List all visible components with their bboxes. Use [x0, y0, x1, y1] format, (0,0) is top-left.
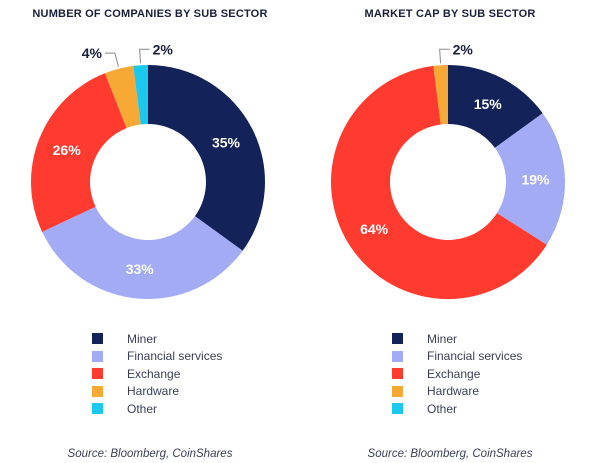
- legend-item-financial-services: Financial services: [92, 348, 222, 366]
- slice-label-hardware: 2%: [453, 41, 474, 57]
- slice-label-miner: 15%: [474, 96, 503, 112]
- legend-label: Other: [127, 401, 158, 416]
- chart-title: MARKET CAP BY SUB SECTOR: [364, 8, 536, 20]
- legend-item-hardware: Hardware: [92, 383, 222, 401]
- legend-label: Hardware: [127, 384, 180, 399]
- donut-chart-market-cap: 15% 19% 64% 2%: [331, 41, 565, 299]
- legend-label: Hardware: [427, 384, 480, 399]
- chart-legend: Miner Financial services Exchange Hardware O…: [92, 330, 222, 418]
- legend-item-miner: Miner: [92, 330, 222, 348]
- legend-item-hardware: Hardware: [392, 383, 522, 401]
- slice-label-other: 2%: [153, 41, 174, 57]
- donut-chart-companies: 35% 33% 26% 4% 2%: [30, 41, 265, 300]
- legend-swatch: [392, 403, 403, 415]
- legend-item-financial-services: Financial services: [392, 348, 522, 366]
- legend-swatch: [92, 385, 103, 397]
- leader-line: [104, 52, 119, 67]
- slice-label-financial-services: 33%: [126, 261, 155, 277]
- slice-label-financial-services: 19%: [521, 171, 550, 187]
- slice-label-hardware: 4%: [82, 45, 103, 61]
- legend-label: Financial services: [127, 349, 223, 364]
- slice-hardware: [433, 65, 448, 125]
- market-cap-chart-panel: MARKET CAP BY SUB SECTOR 15% 19% 64% 2% Min…: [300, 0, 600, 463]
- slice-other: [133, 65, 148, 125]
- slice-label-exchange: 26%: [53, 142, 82, 158]
- legend-item-other: Other: [92, 400, 222, 418]
- legend-item-miner: Miner: [392, 330, 522, 348]
- slice-miner: [448, 65, 543, 148]
- slice-financial-services: [494, 113, 565, 245]
- legend-swatch: [392, 350, 403, 362]
- legend-swatch: [392, 385, 403, 397]
- source-note: Source: Bloomberg, CoinShares: [367, 448, 533, 460]
- slice-label-miner: 35%: [212, 134, 241, 150]
- legend-label: Exchange: [427, 366, 481, 381]
- legend-label: Miner: [127, 331, 158, 346]
- slice-miner: [148, 65, 265, 251]
- slice-hardware: [104, 65, 141, 129]
- legend-item-exchange: Exchange: [92, 365, 222, 383]
- slice-financial-services: [42, 206, 243, 300]
- chart-legend: Miner Financial services Exchange Hardware O…: [392, 330, 522, 418]
- legend-label: Other: [427, 401, 458, 416]
- legend-swatch: [92, 350, 103, 362]
- legend-item-other: Other: [392, 400, 522, 418]
- legend-label: Miner: [427, 331, 458, 346]
- legend-label: Exchange: [127, 366, 181, 381]
- leader-line: [139, 48, 150, 64]
- legend-label: Financial services: [427, 349, 523, 364]
- legend-swatch: [92, 403, 103, 415]
- slice-label-exchange: 64%: [360, 221, 389, 237]
- legend-swatch: [92, 333, 103, 345]
- slice-exchange: [30, 73, 127, 232]
- leader-line: [439, 48, 450, 64]
- companies-chart-panel: NUMBER OF COMPANIES BY SUB SECTOR 35% 33%…: [30, 8, 268, 460]
- legend-swatch: [92, 368, 103, 380]
- legend-swatch: [392, 333, 403, 345]
- legend-item-exchange: Exchange: [392, 365, 522, 383]
- legend-swatch: [392, 368, 403, 380]
- source-note: Source: Bloomberg, CoinShares: [67, 448, 233, 460]
- slice-exchange: [331, 65, 547, 299]
- chart-title: NUMBER OF COMPANIES BY SUB SECTOR: [32, 8, 268, 20]
